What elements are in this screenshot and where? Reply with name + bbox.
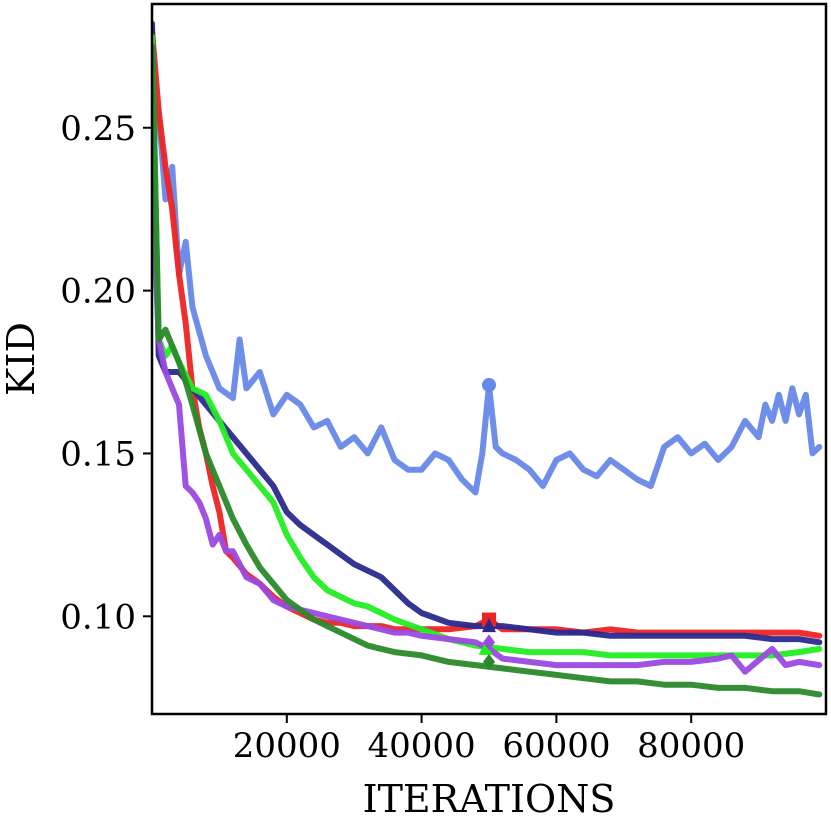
series-line-4	[152, 33, 823, 659]
x-tick-label: 80000	[637, 726, 745, 766]
y-tick-label: 0.10	[60, 597, 136, 637]
y-tick-label: 0.25	[60, 109, 136, 149]
series-layer	[152, 20, 823, 698]
series-marker-4	[478, 640, 493, 655]
series-marker-1	[482, 378, 496, 393]
x-axis-label: ITERATIONS	[363, 777, 616, 821]
ticks-layer: 20000 40000 60000 80000 0.10 0.15 0.20 0.25	[60, 109, 745, 766]
series-line-1	[152, 85, 823, 496]
x-tick-label: 20000	[233, 726, 341, 766]
plot-frame	[150, 2, 828, 716]
y-tick-label: 0.15	[60, 434, 136, 474]
series-marker-6	[483, 653, 495, 670]
series-line-2	[152, 27, 823, 639]
x-tick-label: 60000	[502, 726, 610, 766]
y-tick-label: 0.20	[60, 272, 136, 312]
y-axis-label: KID	[0, 322, 43, 396]
series-marker-5	[483, 634, 495, 651]
series-line-5	[152, 173, 823, 675]
series-marker-3	[482, 618, 496, 633]
marker-layer	[478, 378, 496, 670]
series-line-6	[152, 43, 823, 698]
x-tick-label: 40000	[368, 726, 476, 766]
